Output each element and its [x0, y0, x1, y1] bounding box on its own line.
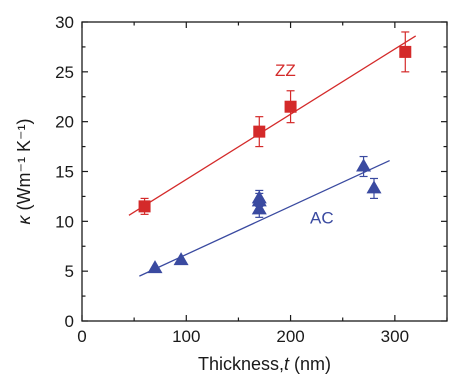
y-axis-label: κ (Wm⁻¹ K⁻¹) — [14, 119, 34, 225]
marker-ac — [173, 252, 189, 266]
data-markers — [138, 45, 412, 274]
marker-ac — [251, 201, 267, 215]
marker-zz — [399, 45, 412, 58]
x-tick-label: 200 — [276, 327, 304, 346]
fit-lines — [128, 35, 417, 277]
marker-zz — [253, 125, 266, 138]
axis-ticks — [81, 21, 448, 322]
marker-ac — [356, 158, 372, 172]
fit-line-zz — [128, 35, 417, 216]
y-tick-label: 30 — [55, 13, 74, 32]
y-tick-label: 20 — [55, 113, 74, 132]
marker-zz — [284, 100, 297, 113]
y-tick-label: 10 — [55, 212, 74, 231]
x-tick-label: 300 — [381, 327, 409, 346]
y-tick-label: 0 — [65, 312, 74, 331]
x-tick-label: 100 — [172, 327, 200, 346]
plot-border — [81, 21, 448, 322]
fit-line-ac — [139, 159, 390, 277]
marker-ac — [251, 190, 267, 204]
x-tick-label: 0 — [77, 327, 86, 346]
marker-ac — [147, 260, 163, 274]
y-tick-label: 25 — [55, 63, 74, 82]
marker-zz — [138, 200, 151, 213]
x-axis-label: Thickness,t (nm) — [198, 354, 331, 374]
series-label-zz: ZZ — [275, 61, 296, 80]
y-tick-label: 5 — [65, 262, 74, 281]
series-label-ac: AC — [310, 208, 334, 227]
labels: 0 100 200 300 0 5 10 15 20 25 30 Thickness,t (nm) κ … — [14, 13, 409, 374]
plot-area — [81, 21, 448, 322]
y-tick-label: 15 — [55, 163, 74, 182]
marker-ac — [366, 180, 382, 194]
